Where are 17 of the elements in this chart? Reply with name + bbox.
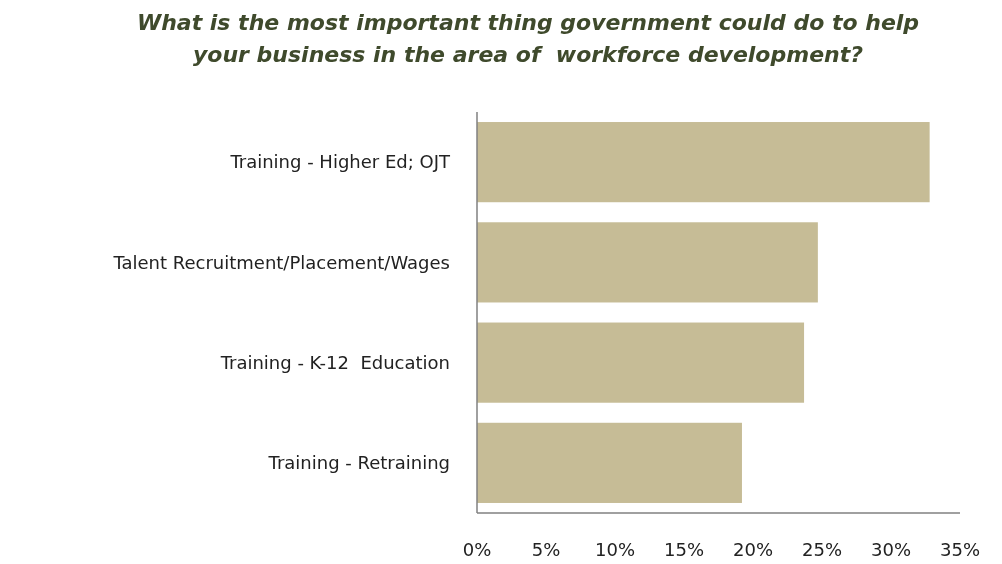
x-tick-label: 30% — [870, 539, 912, 560]
x-tick-label: 15% — [663, 539, 705, 560]
bar — [477, 122, 930, 203]
chart-title: What is the most important thing government could do to help your business in the area of workforce development? — [136, 10, 920, 67]
bar — [477, 322, 805, 403]
y-tick-label: Talent Recruitment/Placement/Wages — [112, 251, 450, 273]
bar — [477, 222, 818, 303]
x-tick-label: 35% — [939, 539, 981, 560]
x-tick-label: 10% — [594, 539, 636, 560]
x-tick-label: 5% — [531, 539, 561, 560]
y-tick-label: Training - Retraining — [267, 452, 450, 474]
x-tick-label: 20% — [732, 539, 774, 560]
bar — [477, 422, 742, 503]
x-tick-label: 25% — [801, 539, 843, 560]
x-tick-label: 0% — [462, 539, 492, 560]
y-tick-label: Training - K-12 Education — [219, 351, 450, 373]
y-tick-label: Training - Higher Ed; OJT — [229, 151, 451, 173]
